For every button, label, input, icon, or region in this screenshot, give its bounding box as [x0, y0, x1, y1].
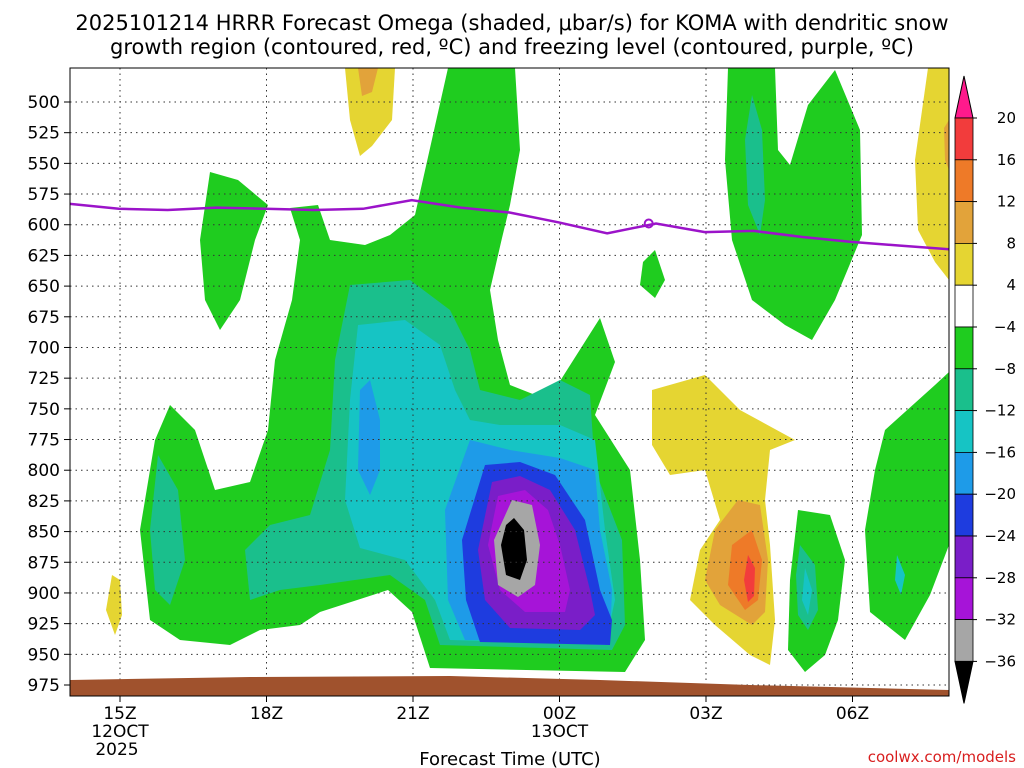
colorbar: 20 16 12 8 4 −4 −8 −12 −16 −20 −24 −28 −32 −36: [954, 75, 1016, 704]
y-tick-label: 900: [28, 584, 60, 604]
colorbar-label: −24: [984, 527, 1016, 545]
colorbar-swatch: [954, 326, 974, 370]
colorbar-swatch: [954, 284, 974, 328]
colorbar-top-arrow: [954, 75, 974, 119]
colorbar-label: 16: [997, 151, 1016, 169]
colorbar-label: −8: [994, 360, 1016, 378]
omega-region-teal: [745, 95, 765, 235]
omega-region-green: [865, 372, 949, 640]
y-tick-label: 500: [28, 93, 60, 113]
colorbar-label: 8: [1006, 234, 1016, 252]
x-tick-sublabel: 2025: [95, 740, 138, 760]
colorbar-swatch: [954, 410, 974, 453]
y-tick-label: 775: [28, 431, 60, 451]
y-tick-label: 625: [28, 246, 60, 266]
x-tick-label: 21Z: [396, 704, 429, 724]
colorbar-label: 20: [997, 109, 1016, 127]
x-tick-label: 18Z: [250, 704, 283, 724]
colorbar-swatch: [954, 493, 974, 537]
colorbar-label: −16: [984, 443, 1016, 461]
omega-region-yellow: [915, 68, 949, 280]
y-tick-label: 725: [28, 369, 60, 389]
y-tick-label: 650: [28, 277, 60, 297]
colorbar-swatch: [954, 619, 974, 662]
colorbar-label: −36: [984, 652, 1016, 670]
colorbar-label: 12: [997, 193, 1016, 211]
y-tick-label: 875: [28, 553, 60, 573]
x-tick-sublabel: 12OCT: [91, 722, 149, 742]
colorbar-bottom-arrow: [954, 660, 974, 704]
chart-title: 2025101214 HRRR Forecast Omega (shaded, …: [75, 11, 948, 59]
freezing-level-line: [70, 198, 949, 251]
omega-region-lightblue: [358, 380, 380, 495]
title-line-1: 2025101214 HRRR Forecast Omega (shaded, …: [75, 11, 948, 35]
y-tick-label: 525: [28, 124, 60, 144]
ground-surface: [70, 676, 949, 696]
y-tick-label: 600: [28, 216, 60, 236]
y-tick-label: 925: [28, 615, 60, 635]
colorbar-label: −12: [984, 402, 1016, 420]
x-tick-label: 00Z: [543, 704, 576, 724]
y-tick-label: 800: [28, 461, 60, 481]
y-tick-label: 550: [28, 154, 60, 174]
plot-area: [70, 68, 949, 696]
x-tick-sublabel: 13OCT: [531, 722, 589, 742]
omega-region-teal: [150, 455, 185, 605]
y-tick-label: 975: [28, 676, 60, 696]
y-tick-label: 675: [28, 308, 60, 328]
colorbar-swatch: [954, 577, 974, 620]
y-tick-label: 700: [28, 338, 60, 358]
watermark: coolwx.com/models: [868, 748, 1016, 766]
x-axis-label: Forecast Time (UTC): [419, 749, 600, 768]
omega-region-orange: [358, 68, 378, 96]
omega-region-black: [501, 518, 527, 580]
x-tick-label: 15Z: [103, 704, 136, 724]
colorbar-swatch: [954, 201, 974, 244]
y-tick-label: 850: [28, 523, 60, 543]
omega-region-cyan: [895, 555, 905, 595]
y-tick-label: 750: [28, 400, 60, 420]
colorbar-swatch: [954, 368, 974, 411]
colorbar-swatch: [954, 159, 974, 203]
omega-region-red: [744, 555, 755, 602]
colorbar-swatch: [954, 242, 974, 286]
y-axis: 500 525 550 575 600 625 650 675 700 725 750 775 800 8…: [28, 93, 70, 696]
x-tick-label: 03Z: [689, 704, 722, 724]
colorbar-swatch: [954, 117, 974, 161]
y-tick-label: 950: [28, 645, 60, 665]
plot-frame: [69, 67, 950, 697]
omega-region-yellow: [345, 68, 395, 156]
omega-region-green: [200, 172, 268, 330]
x-tick-label: 06Z: [836, 704, 869, 724]
colorbar-swatch: [954, 451, 974, 495]
grid: [70, 68, 949, 696]
colorbar-label: −28: [984, 569, 1016, 587]
omega-region-yellow: [106, 575, 122, 635]
freezing-level-marker: [643, 218, 654, 229]
colorbar-label: 4: [1006, 276, 1016, 294]
colorbar-label: −4: [994, 318, 1016, 336]
colorbar-label: −20: [984, 485, 1016, 503]
colorbar-label: −32: [984, 611, 1016, 629]
omega-region-cyan: [802, 568, 812, 615]
colorbar-swatch: [954, 535, 974, 579]
title-line-2: growth region (contoured, red, ºC) and f…: [110, 35, 914, 59]
y-tick-label: 825: [28, 492, 60, 512]
y-tick-label: 575: [28, 185, 60, 205]
